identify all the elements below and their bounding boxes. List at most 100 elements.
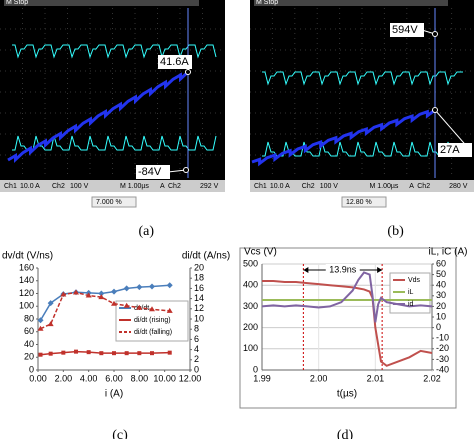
- point: [47, 300, 54, 307]
- x-tick-label: 10.00: [153, 373, 176, 383]
- percent: 12.80 %: [346, 199, 372, 206]
- y-tick-label: 300: [243, 301, 258, 311]
- status: Ch2: [302, 183, 315, 190]
- annotation: 41.6A: [160, 56, 189, 68]
- status: 100 V: [320, 183, 339, 190]
- header: M Stop: [6, 0, 28, 6]
- ch1-wave: [251, 108, 436, 167]
- point: [98, 294, 105, 300]
- annotation-bg: [325, 264, 360, 276]
- status: A: [409, 183, 414, 190]
- point: [86, 350, 91, 355]
- y2-tick-label: 6: [194, 334, 199, 344]
- y2-tick-label: 60: [436, 258, 446, 268]
- annotation: 13.9ns: [329, 264, 357, 274]
- x-tick-label: 1.99: [253, 373, 271, 383]
- x-tick-label: 4.00: [80, 373, 98, 383]
- point: [111, 300, 117, 306]
- status: 100 V: [70, 183, 89, 190]
- x-axis-label: t(µs): [337, 389, 357, 400]
- status: 10.0 A: [270, 183, 290, 190]
- header-bar: [4, 0, 199, 6]
- point: [48, 351, 53, 356]
- y2-tick-label: 14: [194, 293, 204, 303]
- y2-tick-label: 10: [436, 311, 446, 321]
- caption: (c): [112, 428, 128, 439]
- y2-tick-label: 18: [194, 273, 204, 283]
- header-bar: [254, 0, 448, 6]
- legend-label: id: [408, 301, 414, 308]
- point: [123, 302, 130, 308]
- y-tick-label: 60: [24, 326, 34, 336]
- y2-axis-label: di/dt (A/ns): [182, 251, 230, 262]
- y2-tick-label: 50: [436, 269, 446, 279]
- y2-axis-label: iL, iC (A): [429, 247, 468, 258]
- point: [73, 289, 79, 295]
- percent: 7.000 %: [96, 199, 122, 206]
- status: Ch1: [254, 183, 267, 190]
- y-tick-label: 0: [253, 364, 258, 374]
- y2-tick-label: -30: [436, 354, 449, 364]
- x-tick-label: 12.00: [179, 373, 202, 383]
- point: [150, 351, 154, 356]
- screen: [250, 0, 474, 180]
- point: [37, 317, 44, 324]
- annotation-bg: [158, 55, 192, 69]
- annotation: 594V: [392, 24, 418, 36]
- y2-tick-label: -20: [436, 343, 449, 353]
- y-tick-label: 80: [24, 313, 34, 323]
- ch2-wave: [12, 44, 217, 59]
- point: [124, 351, 129, 356]
- annotation-dot: [432, 31, 438, 37]
- x-tick-label: 2.02: [423, 373, 441, 383]
- x-axis-label: i (A): [105, 389, 123, 400]
- x-tick-label: 0.00: [29, 373, 47, 383]
- y-tick-label: 0: [29, 364, 34, 374]
- y-tick-label: 140: [19, 275, 34, 285]
- chart-frame: [239, 247, 457, 409]
- status: 292 V: [200, 183, 219, 190]
- caption: (d): [337, 428, 354, 439]
- x-tick-label: 2.00: [310, 373, 328, 383]
- point: [37, 325, 44, 331]
- point: [61, 350, 66, 355]
- y2-tick-label: 8: [194, 324, 199, 334]
- y2-tick-label: 10: [194, 313, 204, 323]
- point: [85, 292, 92, 298]
- y2-tick-label: -40: [436, 364, 449, 374]
- point: [136, 304, 143, 310]
- y2-tick-label: 20: [436, 301, 446, 311]
- y-tick-label: 20: [24, 352, 34, 362]
- percent-box: [91, 196, 137, 208]
- point: [74, 349, 78, 354]
- annotation-bg: [438, 143, 472, 157]
- y2-tick-label: 2: [194, 354, 199, 364]
- y2-tick-label: 0: [436, 322, 441, 332]
- annotation-bg: [136, 165, 170, 179]
- legend-label: dv/dt: [134, 305, 149, 312]
- legend-label: di/dt (rising): [134, 317, 171, 324]
- y-tick-label: 40: [24, 339, 34, 349]
- x-tick-label: 2.00: [55, 373, 73, 383]
- annotation-leader: [434, 109, 471, 151]
- legend-label: iL: [408, 289, 414, 296]
- point: [149, 306, 155, 312]
- ch2-wave: [262, 71, 463, 86]
- y-tick-label: 100: [243, 343, 258, 353]
- point: [98, 290, 105, 297]
- annotation: 27A: [440, 144, 460, 156]
- percent-box: [341, 196, 387, 208]
- status: Ch2: [52, 183, 65, 190]
- y2-tick-label: 20: [194, 262, 204, 272]
- status: 10.0 A: [20, 183, 40, 190]
- annotation-dot: [185, 69, 191, 75]
- point: [166, 307, 173, 313]
- point: [149, 283, 155, 290]
- annotation: -84V: [138, 166, 162, 178]
- y2-tick-label: -10: [436, 333, 449, 343]
- status-bar: [250, 180, 474, 192]
- point: [167, 350, 172, 355]
- status: Ch1: [4, 183, 17, 190]
